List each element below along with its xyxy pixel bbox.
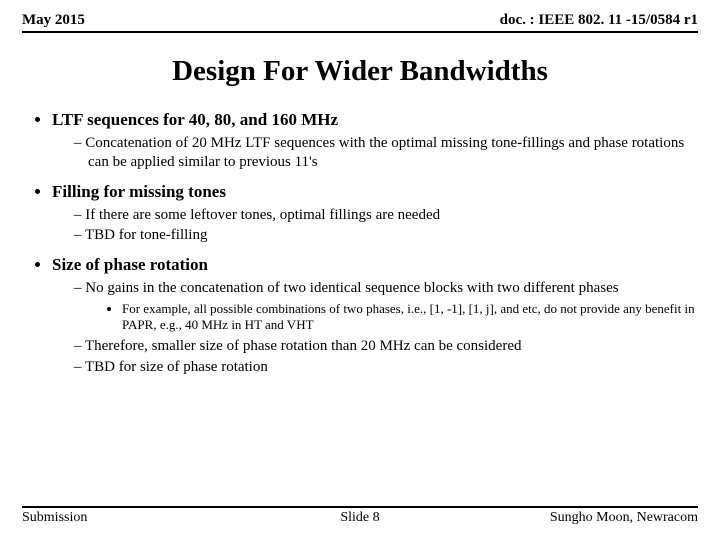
bullet-3-text: Size of phase rotation <box>52 255 208 274</box>
bullet-2-sub-2: TBD for tone-filling <box>74 226 698 245</box>
footer-left: Submission <box>22 510 87 526</box>
bullet-3-subsub-1: For example, all possible combinations o… <box>122 301 698 334</box>
header-bar: May 2015 doc. : IEEE 802. 11 -15/0584 r1 <box>22 12 698 33</box>
bullet-3-subsub: For example, all possible combinations o… <box>88 301 698 334</box>
bullet-2-sub: If there are some leftover tones, optima… <box>52 206 698 246</box>
header-date: May 2015 <box>22 12 85 29</box>
bullet-list: LTF sequences for 40, 80, and 160 MHz Co… <box>22 110 698 377</box>
header-docref: doc. : IEEE 802. 11 -15/0584 r1 <box>500 12 698 29</box>
bullet-3-sub-2: Therefore, smaller size of phase rotatio… <box>74 337 698 356</box>
footer-right: Sungho Moon, Newracom <box>550 510 698 526</box>
bullet-3-sub-3: TBD for size of phase rotation <box>74 358 698 377</box>
bullet-3-sub-1: No gains in the concatenation of two ide… <box>74 279 698 333</box>
bullet-1: LTF sequences for 40, 80, and 160 MHz Co… <box>52 110 698 172</box>
bullet-1-text: LTF sequences for 40, 80, and 160 MHz <box>52 110 338 129</box>
footer-bar: Submission Slide 8 Sungho Moon, Newracom <box>22 506 698 526</box>
bullet-3: Size of phase rotation No gains in the c… <box>52 255 698 377</box>
bullet-2-sub-1: If there are some leftover tones, optima… <box>74 206 698 225</box>
bullet-1-sub: Concatenation of 20 MHz LTF sequences wi… <box>52 134 698 172</box>
bullet-2: Filling for missing tones If there are s… <box>52 182 698 246</box>
slide-title: Design For Wider Bandwidths <box>22 55 698 88</box>
bullet-1-sub-1: Concatenation of 20 MHz LTF sequences wi… <box>74 134 698 172</box>
bullet-2-text: Filling for missing tones <box>52 182 226 201</box>
bullet-3-sub: No gains in the concatenation of two ide… <box>52 279 698 377</box>
